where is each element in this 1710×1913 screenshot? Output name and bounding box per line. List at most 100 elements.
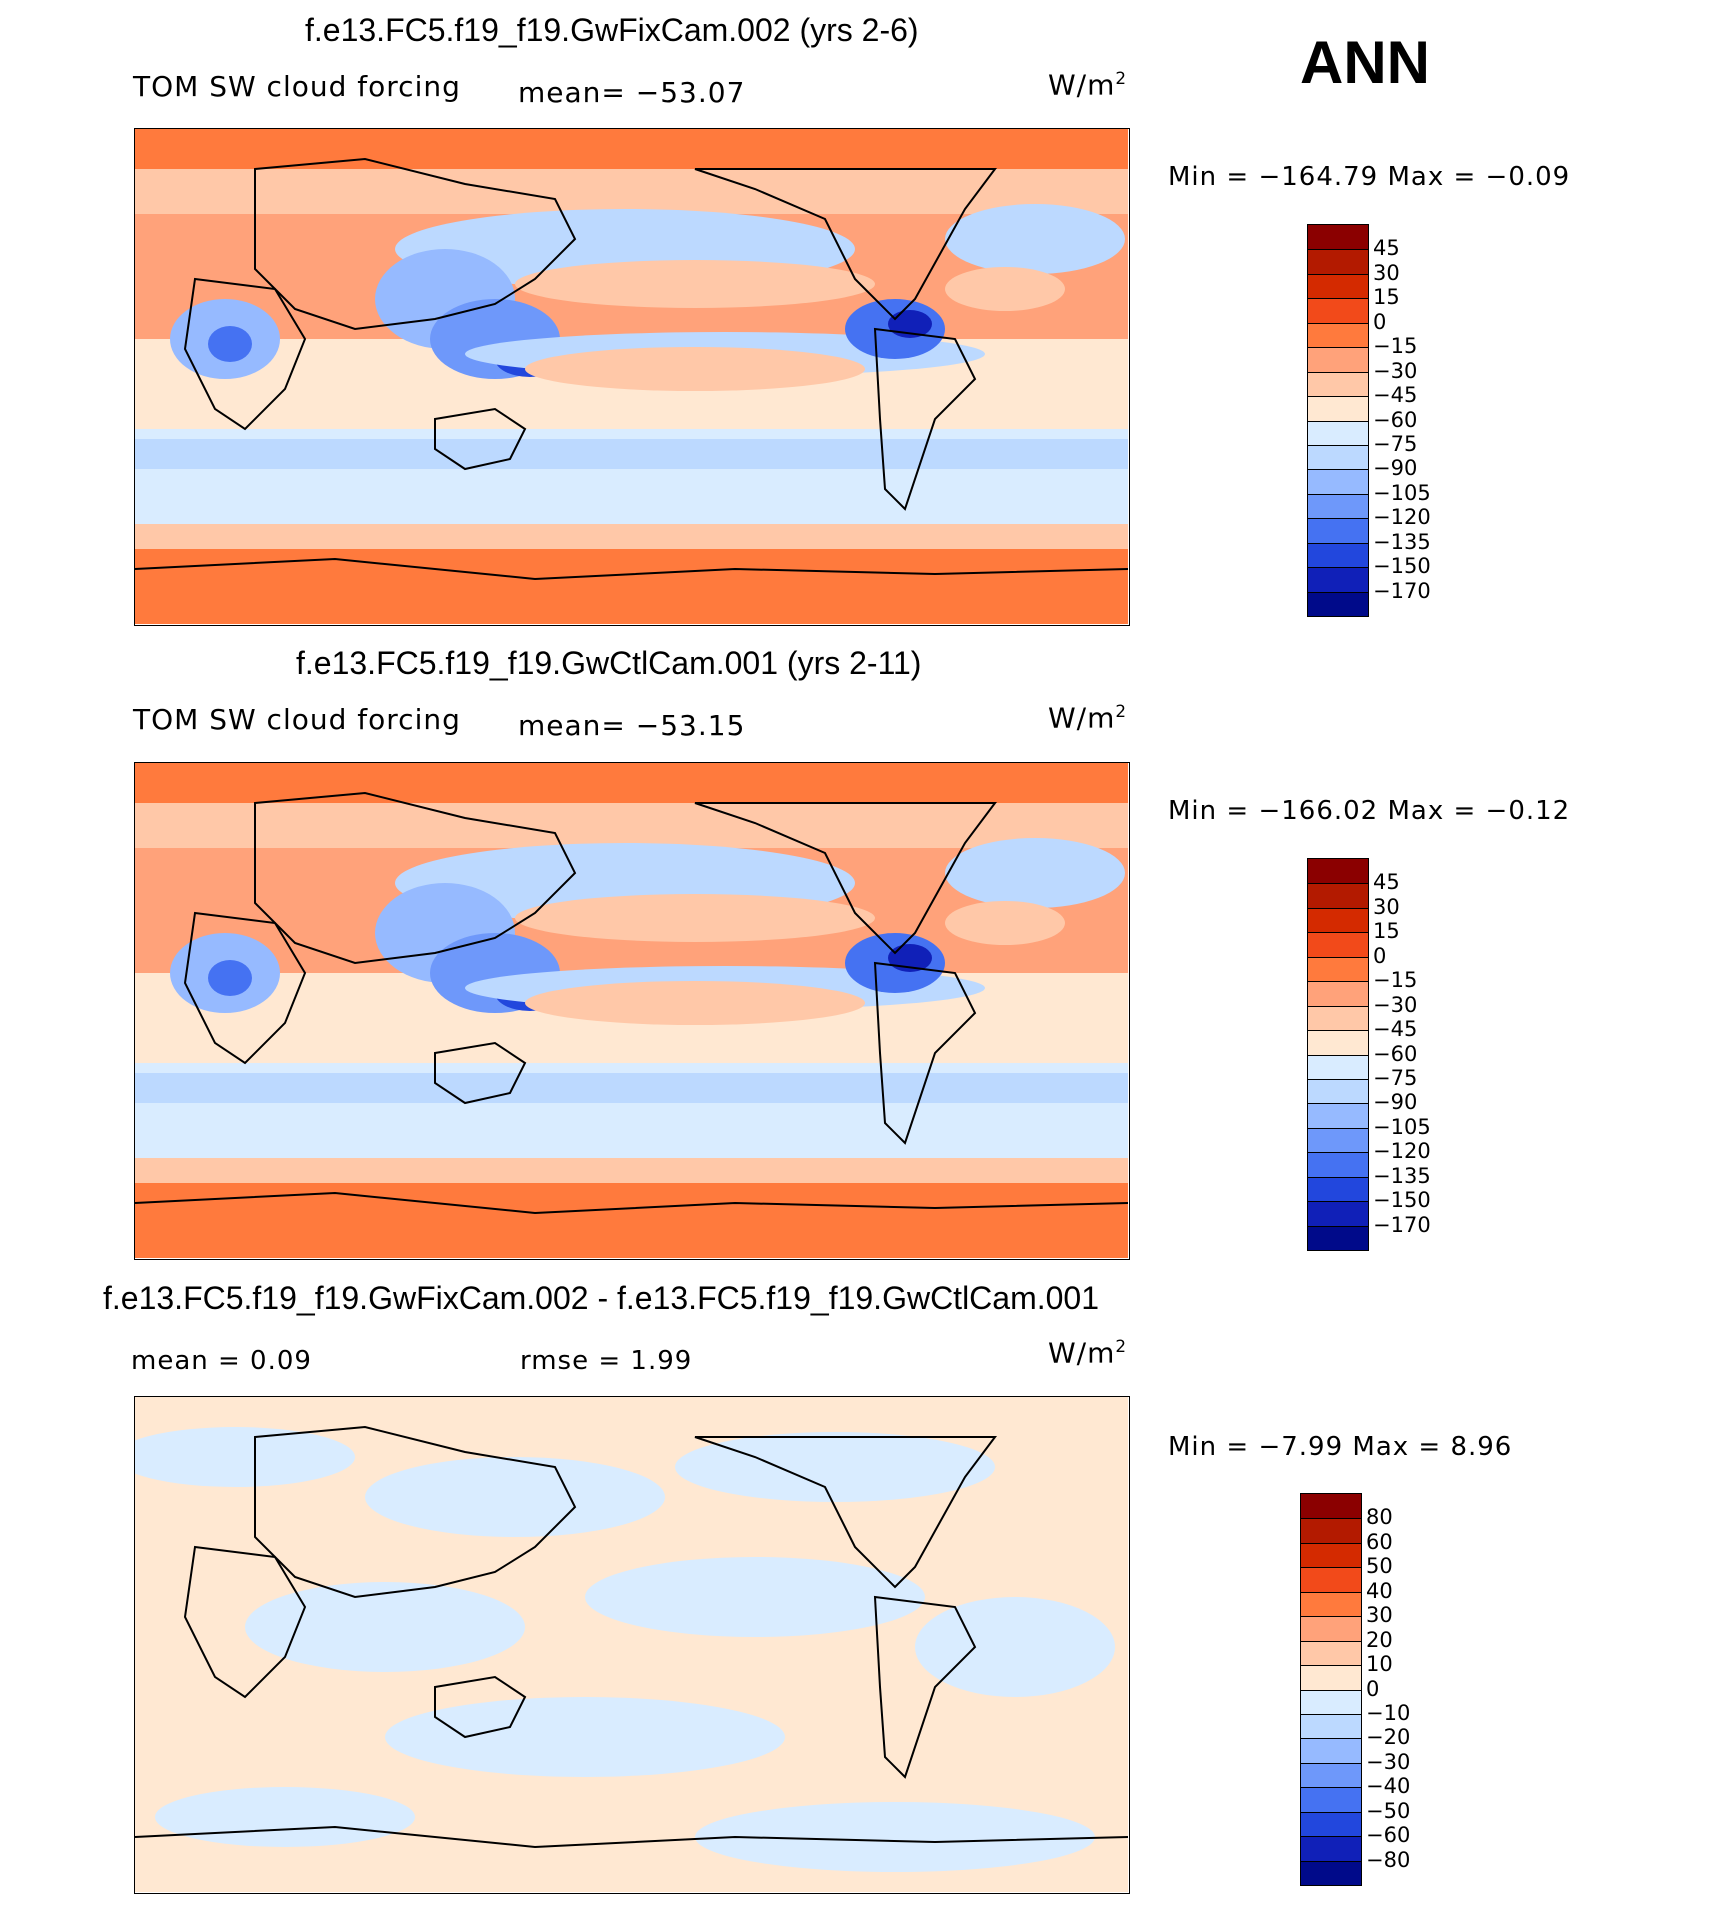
colorbar-label: 0: [1373, 309, 1387, 334]
panel1-coast-antarctica: [135, 557, 1128, 581]
panel2-minmax: Min = −166.02 Max = −0.12: [1168, 796, 1571, 826]
panel2-mean: mean= −53.15: [518, 709, 746, 742]
panel1-antarctic: [135, 549, 1128, 624]
colorbar-label: 40: [1366, 1578, 1393, 1603]
panel2-congo-core: [208, 960, 252, 996]
colorbar-box: [1301, 1836, 1361, 1861]
panel3-colorbar: [1300, 1493, 1362, 1886]
colorbar-label: −90: [1373, 456, 1418, 481]
panel1-northmid: [135, 169, 1128, 214]
panel2-map: [134, 762, 1130, 1260]
panel1-mean: mean= −53.07: [518, 76, 746, 109]
colorbar-box: [1308, 1030, 1368, 1055]
colorbar-box: [1301, 1713, 1361, 1739]
colorbar-label: −135: [1373, 1163, 1431, 1188]
colorbar-label: 80: [1366, 1505, 1393, 1530]
colorbar-box: [1301, 1787, 1361, 1812]
colorbar-label: −80: [1366, 1847, 1411, 1872]
colorbar-box: [1308, 956, 1368, 982]
colorbar-label: 10: [1366, 1652, 1393, 1677]
panel3-map: [134, 1396, 1130, 1894]
colorbar-label: −150: [1373, 554, 1431, 579]
panel1-coast-samerica: [873, 327, 977, 511]
panel3-coast-samerica: [873, 1595, 977, 1779]
colorbar-box: [1301, 1811, 1361, 1837]
panel1-natl-low: [945, 204, 1125, 274]
colorbar-box: [1301, 1591, 1361, 1617]
panel3-blob1: [135, 1427, 355, 1487]
panel2-arctic: [135, 763, 1128, 803]
colorbar-label: −50: [1366, 1798, 1411, 1823]
panel1-coast-africa: [183, 277, 307, 431]
colorbar-box: [1308, 1078, 1368, 1104]
colorbar-box: [1308, 225, 1368, 250]
panel3-blob7: [385, 1697, 785, 1777]
colorbar-box: [1308, 1201, 1368, 1226]
panel3-rmse: rmse = 1.99: [520, 1346, 693, 1376]
colorbar-label: 30: [1373, 260, 1400, 285]
panel2-units: W/m2: [1048, 701, 1128, 735]
colorbar-box: [1308, 981, 1368, 1006]
colorbar-box: [1301, 1738, 1361, 1763]
panel2-colorbar: [1307, 858, 1369, 1251]
panel2-variable: TOM SW cloud forcing: [133, 703, 461, 736]
colorbar-label: −120: [1373, 505, 1431, 530]
panel1-field-svg: [135, 129, 1128, 624]
colorbar-label: 0: [1366, 1676, 1380, 1701]
colorbar-box: [1301, 1640, 1361, 1666]
colorbar-box: [1301, 1567, 1361, 1592]
colorbar-box: [1308, 1103, 1368, 1128]
colorbar-label: −30: [1373, 358, 1418, 383]
colorbar-box: [1308, 591, 1368, 616]
colorbar-label: −75: [1373, 431, 1418, 456]
colorbar-box: [1308, 1127, 1368, 1153]
panel1-title: f.e13.FC5.f19_f19.GwFixCam.002 (yrs 2-6): [305, 12, 919, 48]
colorbar-label: −120: [1373, 1139, 1431, 1164]
colorbar-label: 15: [1373, 919, 1400, 944]
colorbar-label: −90: [1373, 1090, 1418, 1115]
colorbar-box: [1308, 1152, 1368, 1177]
panel2-coast-eurasia: [254, 791, 577, 965]
colorbar-label: 20: [1366, 1627, 1393, 1652]
colorbar-label: −150: [1373, 1188, 1431, 1213]
colorbar-label: −135: [1373, 529, 1431, 554]
colorbar-box: [1308, 907, 1368, 933]
colorbar-label: −20: [1366, 1725, 1411, 1750]
panel3-blob4: [245, 1582, 525, 1672]
panel3-minmax: Min = −7.99 Max = 8.96: [1168, 1432, 1513, 1462]
colorbar-label: −170: [1373, 578, 1431, 603]
panel3-blob3: [675, 1432, 995, 1502]
panel2-field-svg: [135, 763, 1128, 1258]
panel2-coast-samerica: [873, 961, 977, 1145]
panel1-colorbar: [1307, 224, 1369, 617]
colorbar-label: 30: [1373, 894, 1400, 919]
colorbar-label: 30: [1366, 1603, 1393, 1628]
colorbar-box: [1308, 298, 1368, 323]
panel1-units: W/m2: [1048, 68, 1128, 102]
panel1-variable: TOM SW cloud forcing: [133, 70, 461, 103]
panel2-title: f.e13.FC5.f19_f19.GwCtlCam.001 (yrs 2-11…: [296, 645, 922, 681]
panel3-blob5: [585, 1557, 925, 1637]
panel2-natl-stc: [945, 901, 1065, 945]
colorbar-label: 60: [1366, 1529, 1393, 1554]
panel3-field-svg: [135, 1397, 1128, 1892]
colorbar-label: 45: [1373, 236, 1400, 261]
colorbar-box: [1308, 493, 1368, 519]
colorbar-box: [1301, 1762, 1361, 1788]
panel1-natl-stc: [945, 267, 1065, 311]
panel3-units: W/m2: [1048, 1336, 1128, 1370]
colorbar-box: [1308, 1054, 1368, 1079]
colorbar-box: [1308, 883, 1368, 908]
panel1-coast-australia: [434, 407, 527, 471]
panel3-blob8: [155, 1787, 415, 1847]
colorbar-label: −60: [1373, 407, 1418, 432]
panel3-coast-australia: [434, 1675, 527, 1739]
panel1-sepac-stc: [525, 347, 865, 391]
colorbar-label: −60: [1373, 1041, 1418, 1066]
colorbar-label: 0: [1373, 943, 1387, 968]
colorbar-box: [1301, 1518, 1361, 1543]
colorbar-box: [1301, 1689, 1361, 1714]
panel3-blob6: [915, 1597, 1115, 1697]
panel3-coast-africa: [183, 1545, 307, 1699]
colorbar-box: [1308, 932, 1368, 957]
